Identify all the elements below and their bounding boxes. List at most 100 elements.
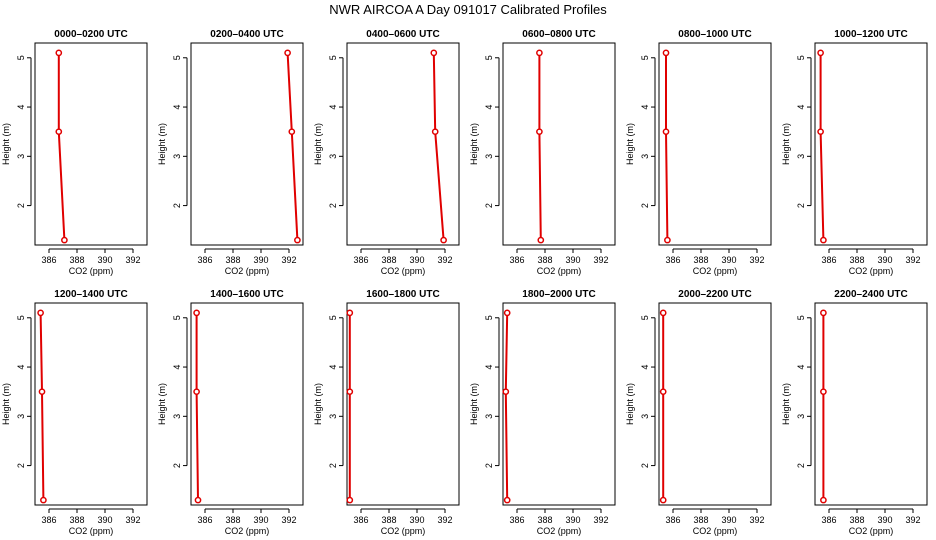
y-tick-label: 5 [484, 55, 494, 60]
profile-line [195, 312, 199, 501]
x-tick-label: 390 [97, 515, 112, 525]
profile-point [817, 128, 824, 136]
y-axis-label: Height (m) [625, 123, 635, 165]
x-tick-label: 390 [253, 255, 268, 265]
profile-line [286, 52, 299, 241]
y-tick-label: 2 [796, 463, 806, 468]
x-tick-label: 390 [253, 515, 268, 525]
profile-point [536, 49, 543, 57]
panel-title: 1600–1800 UTC [366, 289, 439, 300]
y-tick-label: 3 [796, 414, 806, 419]
x-tick-label: 388 [381, 515, 396, 525]
x-tick-label: 386 [197, 255, 212, 265]
profile-point [659, 309, 667, 317]
panel-title: 2200–2400 UTC [834, 289, 907, 300]
x-tick-label: 386 [353, 515, 368, 525]
y-tick-label: 3 [172, 414, 182, 419]
y-tick-label: 3 [484, 414, 494, 419]
x-tick-label: 386 [509, 255, 524, 265]
profile-point [37, 309, 44, 317]
plot-frame [814, 302, 928, 506]
profile-panel: 0800–1000 UTC 386 388 390 392 CO2 (ppm) 2 3 4 5 He… [625, 29, 772, 276]
x-axis-label: CO2 (ppm) [849, 266, 894, 276]
profile-point [820, 309, 827, 317]
profile-point [346, 309, 354, 317]
y-axis-label: Height (m) [469, 123, 479, 165]
y-tick-label: 2 [16, 203, 26, 208]
plot-frame [658, 302, 772, 506]
profile-point [820, 496, 827, 504]
y-tick-label: 3 [328, 414, 338, 419]
figure-title: NWR AIRCOA A Day 091017 Calibrated Profi… [329, 2, 607, 17]
profile-point [659, 496, 667, 504]
x-axis-label: CO2 (ppm) [537, 266, 582, 276]
x-axis-label: CO2 (ppm) [537, 526, 582, 536]
x-axis-label: CO2 (ppm) [69, 526, 114, 536]
x-tick-label: 388 [849, 515, 864, 525]
y-axis-label: Height (m) [1, 383, 11, 425]
profile-point [431, 128, 439, 136]
x-axis-label: CO2 (ppm) [381, 526, 426, 536]
y-tick-label: 4 [796, 105, 806, 110]
x-tick-label: 392 [281, 515, 296, 525]
profile-line [538, 52, 542, 241]
y-tick-label: 5 [640, 315, 650, 320]
y-tick-label: 5 [796, 55, 806, 60]
profile-panel: 1200–1400 UTC 386 388 390 392 CO2 (ppm) 2 3 4 5 He… [1, 289, 148, 536]
profile-point [820, 236, 827, 244]
plot-frame [34, 42, 148, 246]
profile-point [430, 49, 438, 57]
y-tick-label: 4 [484, 365, 494, 370]
x-tick-label: 392 [125, 255, 140, 265]
profile-line [819, 52, 825, 241]
profile-line [39, 312, 45, 501]
profile-line [504, 312, 509, 501]
x-tick-label: 386 [509, 515, 524, 525]
profile-line [432, 52, 445, 241]
x-tick-label: 390 [877, 255, 892, 265]
y-tick-label: 3 [484, 154, 494, 159]
y-tick-label: 2 [796, 203, 806, 208]
y-tick-label: 4 [328, 365, 338, 370]
profile-point [294, 236, 301, 244]
panel-title: 0800–1000 UTC [678, 29, 751, 40]
y-tick-label: 4 [796, 365, 806, 370]
x-tick-label: 390 [409, 515, 424, 525]
profile-panel: 1600–1800 UTC 386 388 390 392 CO2 (ppm) 2 3 4 5 He… [313, 289, 460, 536]
x-tick-label: 390 [721, 255, 736, 265]
profile-point [662, 128, 670, 136]
profile-line [57, 52, 66, 241]
y-axis-label: Height (m) [313, 123, 323, 165]
profile-point [40, 496, 47, 504]
plot-frame [34, 302, 148, 506]
y-axis-label: Height (m) [469, 383, 479, 425]
x-tick-label: 390 [721, 515, 736, 525]
profile-point [659, 388, 667, 396]
y-tick-label: 2 [328, 203, 338, 208]
x-tick-label: 388 [537, 515, 552, 525]
y-tick-label: 2 [484, 203, 494, 208]
y-axis-label: Height (m) [157, 123, 167, 165]
profile-panel: 0000–0200 UTC 386 388 390 392 CO2 (ppm) 2 3 4 5 He… [1, 29, 148, 276]
y-tick-label: 2 [172, 203, 182, 208]
y-tick-label: 2 [484, 463, 494, 468]
profile-point [817, 49, 824, 57]
x-axis-label: CO2 (ppm) [69, 266, 114, 276]
plot-frame [502, 42, 616, 246]
plot-frame [502, 302, 616, 506]
y-tick-label: 3 [640, 154, 650, 159]
x-tick-label: 390 [97, 255, 112, 265]
profile-point [503, 309, 511, 317]
y-tick-label: 2 [640, 203, 650, 208]
x-axis-label: CO2 (ppm) [693, 526, 738, 536]
x-tick-label: 388 [69, 255, 84, 265]
x-axis-label: CO2 (ppm) [225, 526, 270, 536]
profile-point [193, 309, 200, 317]
y-axis-label: Height (m) [313, 383, 323, 425]
y-tick-label: 5 [484, 315, 494, 320]
panel-title: 1800–2000 UTC [522, 289, 595, 300]
y-tick-label: 3 [796, 154, 806, 159]
plot-frame [346, 42, 460, 246]
x-tick-label: 386 [665, 255, 680, 265]
y-tick-label: 4 [172, 105, 182, 110]
